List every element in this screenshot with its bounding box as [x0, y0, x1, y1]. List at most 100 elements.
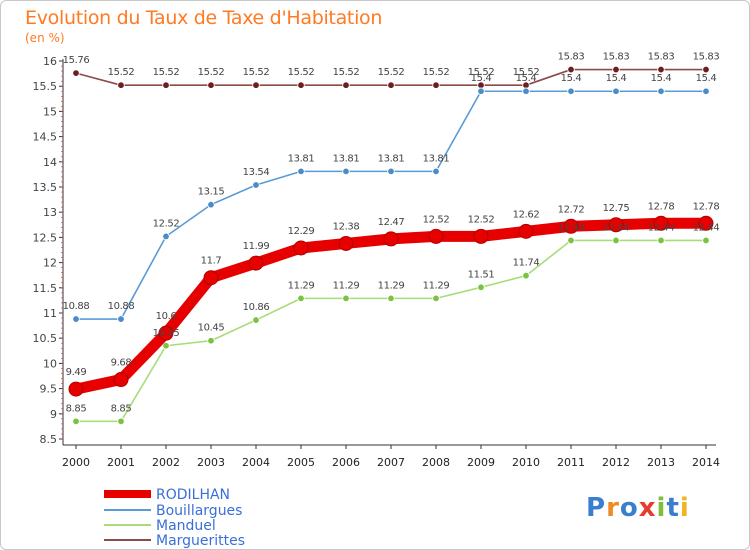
data-point — [702, 236, 710, 245]
data-point — [657, 236, 665, 245]
logo-letter: r — [606, 493, 620, 523]
x-tick-label: 2009 — [467, 456, 495, 469]
data-label: 15.4 — [606, 73, 627, 84]
data-point — [702, 87, 710, 95]
data-label: 10.45 — [198, 323, 225, 334]
data-label: 12.52 — [468, 214, 495, 225]
data-label: 15.4 — [696, 73, 717, 84]
logo-letter: P — [586, 493, 607, 523]
data-label: 8.85 — [66, 403, 87, 414]
y-tick-label: 9.5 — [40, 383, 58, 396]
x-tick-label: 2005 — [287, 456, 315, 469]
data-label: 13.81 — [333, 153, 360, 164]
data-label: 13.81 — [378, 153, 405, 164]
data-point — [72, 315, 80, 323]
data-label: 15.83 — [558, 52, 585, 63]
data-label: 15.4 — [471, 73, 492, 84]
data-point — [203, 270, 219, 286]
data-point — [612, 65, 620, 74]
data-label: 15.4 — [516, 73, 537, 84]
y-tick-label: 11.5 — [33, 282, 58, 295]
y-tick-label: 9 — [50, 408, 57, 421]
data-label: 15.52 — [513, 67, 540, 78]
y-tick-label: 11 — [43, 307, 57, 320]
data-point — [567, 65, 575, 74]
data-point — [207, 337, 215, 345]
y-tick-label: 16 — [43, 55, 57, 68]
x-tick-label: 2002 — [152, 456, 180, 469]
data-label: 15.76 — [63, 55, 90, 66]
data-label: 13.15 — [198, 187, 225, 198]
x-tick-label: 2004 — [242, 456, 270, 469]
data-point — [252, 181, 260, 189]
data-point — [252, 316, 260, 324]
data-label: 15.52 — [423, 67, 450, 78]
x-tick-label: 2000 — [62, 456, 90, 469]
data-label: 12.38 — [333, 221, 360, 232]
data-point — [162, 232, 170, 241]
data-label: 15.52 — [378, 67, 405, 78]
data-label: 15.83 — [648, 52, 675, 63]
data-label: 11.7 — [201, 256, 222, 267]
data-label: 13.81 — [288, 153, 315, 164]
data-label: 15.83 — [693, 52, 720, 63]
y-tick-label: 13.5 — [33, 181, 58, 194]
data-point — [522, 272, 530, 280]
data-point — [158, 325, 174, 341]
data-point — [72, 69, 80, 77]
data-point — [477, 283, 485, 291]
data-point — [293, 240, 309, 256]
data-label: 13.81 — [423, 153, 450, 164]
data-point — [567, 236, 575, 245]
data-point — [248, 255, 264, 271]
data-label: 10.88 — [63, 301, 90, 312]
data-point — [383, 231, 399, 247]
data-point — [207, 81, 215, 89]
data-label: 12.29 — [288, 226, 315, 237]
unit-label: (en %) — [25, 31, 65, 45]
data-point — [338, 235, 354, 251]
data-label: 15.52 — [288, 67, 315, 78]
data-point — [117, 315, 125, 323]
x-tick-label: 2014 — [692, 456, 720, 469]
data-label: 15.52 — [333, 67, 360, 78]
data-point — [563, 218, 579, 234]
data-label: 8.85 — [111, 403, 132, 414]
legend-label: Marguerittes — [156, 533, 245, 549]
data-label: 11.51 — [468, 269, 495, 280]
data-label: 10.86 — [243, 302, 270, 313]
data-label: 11.29 — [333, 280, 360, 291]
data-point — [653, 215, 669, 231]
data-point — [608, 217, 624, 233]
data-point — [162, 342, 170, 350]
data-point — [567, 87, 575, 95]
data-label: 11.99 — [243, 241, 270, 252]
data-label: 15.83 — [603, 52, 630, 63]
x-tick-label: 2003 — [197, 456, 225, 469]
y-tick-label: 15 — [43, 105, 57, 118]
data-point — [342, 294, 350, 303]
data-point — [702, 65, 710, 74]
data-label: 12.78 — [693, 201, 720, 212]
data-label: 15.52 — [153, 67, 180, 78]
data-label: 13.54 — [243, 167, 270, 178]
data-point — [252, 81, 260, 89]
data-point — [387, 167, 395, 176]
data-point — [297, 167, 305, 176]
y-tick-label: 13 — [43, 206, 57, 219]
data-point — [342, 81, 350, 89]
logo-letter: i — [679, 493, 690, 523]
logo-letter: x — [638, 493, 657, 523]
data-point — [297, 294, 305, 303]
data-point — [207, 200, 215, 209]
logo-letter: o — [619, 493, 639, 523]
data-label: 12.72 — [558, 204, 585, 215]
data-point — [657, 87, 665, 95]
data-point — [522, 87, 530, 95]
x-tick-label: 2008 — [422, 456, 450, 469]
data-label: 10.88 — [108, 301, 135, 312]
x-tick-label: 2006 — [332, 456, 360, 469]
y-tick-label: 14 — [43, 156, 57, 169]
